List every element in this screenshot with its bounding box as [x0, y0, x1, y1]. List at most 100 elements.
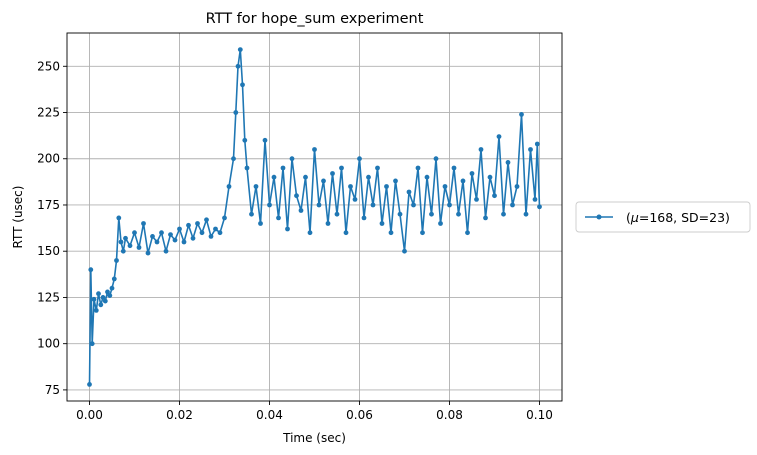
y-tick-label: 250 — [37, 59, 60, 73]
data-point — [375, 165, 380, 171]
data-point — [334, 211, 340, 217]
data-point — [244, 165, 250, 171]
data-point — [208, 234, 214, 239]
data-point — [87, 382, 92, 387]
data-point — [343, 230, 349, 236]
data-point — [186, 222, 191, 228]
data-point — [532, 197, 538, 202]
y-tick-label: 200 — [37, 152, 60, 166]
data-point — [181, 239, 187, 245]
data-point — [237, 47, 243, 52]
data-point — [267, 202, 272, 208]
data-point — [361, 215, 367, 221]
data-point — [534, 141, 540, 147]
data-point — [253, 184, 259, 189]
legend-label-mu: μ — [630, 210, 639, 225]
data-point — [492, 193, 497, 199]
data-point — [307, 230, 313, 236]
y-tick-label: 225 — [37, 106, 60, 120]
data-point — [150, 234, 155, 239]
data-point — [402, 248, 407, 254]
data-point — [199, 230, 205, 236]
data-point — [406, 189, 412, 195]
data-point — [393, 178, 398, 184]
y-tick-label: 150 — [37, 244, 60, 258]
plot-frame — [66, 32, 563, 402]
data-point — [217, 230, 223, 236]
x-axis: 0.00 0.02 0.04 0.06 0.08 0.10 — [76, 401, 553, 422]
data-point — [312, 147, 317, 152]
data-point — [195, 221, 200, 226]
y-tick-label: 125 — [37, 290, 60, 304]
data-point — [141, 221, 146, 226]
data-point — [235, 63, 241, 69]
data-point — [456, 211, 461, 217]
data-point — [478, 147, 484, 152]
data-point — [397, 211, 403, 217]
data-point — [145, 250, 151, 256]
data-point — [109, 285, 115, 291]
data-point — [339, 165, 344, 171]
data-point — [469, 171, 475, 176]
data-point — [438, 221, 443, 226]
data-point — [294, 193, 299, 199]
data-point — [98, 302, 104, 308]
x-tick-label: 0.06 — [346, 408, 373, 422]
data-point — [240, 82, 245, 88]
data-point — [411, 202, 416, 208]
data-point — [510, 202, 515, 208]
data-point — [366, 174, 371, 180]
data-point — [262, 137, 268, 143]
data-point — [233, 110, 239, 115]
data-point — [433, 156, 439, 162]
x-tick-label: 0.08 — [436, 408, 463, 422]
data-point — [127, 243, 133, 249]
x-tick-label: 0.00 — [76, 408, 103, 422]
legend-label-suffix: =168, SD=23) — [639, 210, 730, 225]
data-point — [496, 134, 502, 140]
data-point — [249, 211, 254, 217]
grid — [67, 33, 562, 401]
data-point — [107, 293, 113, 298]
data-point — [88, 267, 94, 273]
data-point — [132, 230, 137, 236]
data-point — [163, 248, 169, 254]
data-point — [136, 245, 142, 250]
data-point — [528, 147, 533, 152]
data-point — [384, 184, 389, 189]
data-point — [379, 221, 385, 226]
y-axis: 75 100 125 150 175 200 225 250 — [37, 59, 67, 397]
data-point — [118, 239, 124, 245]
data-point — [325, 221, 331, 226]
data-point — [505, 160, 511, 165]
x-axis-title: Time (sec) — [282, 431, 346, 445]
data-point — [465, 230, 470, 236]
data-point — [424, 174, 430, 180]
data-point — [111, 276, 117, 282]
data-point — [120, 248, 126, 254]
data-point — [420, 230, 425, 236]
data-point — [271, 174, 277, 180]
data-point — [159, 230, 164, 236]
y-tick-label: 175 — [37, 198, 60, 212]
data-point — [231, 156, 236, 162]
data-point — [483, 215, 488, 221]
data-point — [222, 215, 227, 221]
data-point — [442, 184, 448, 189]
data-point — [96, 291, 101, 297]
data-point — [289, 156, 295, 162]
data-point — [190, 235, 196, 241]
data-point — [123, 235, 128, 241]
data-point — [316, 202, 322, 208]
data-point — [537, 204, 542, 210]
data-point — [154, 239, 160, 245]
data-point — [168, 232, 173, 238]
data-point — [298, 208, 304, 213]
data-point — [487, 174, 493, 180]
data-point — [388, 230, 394, 236]
x-tick-label: 0.04 — [256, 408, 283, 422]
data-point — [451, 165, 457, 171]
data-point — [93, 308, 99, 313]
legend-box — [575, 201, 751, 233]
data-point — [226, 184, 232, 189]
